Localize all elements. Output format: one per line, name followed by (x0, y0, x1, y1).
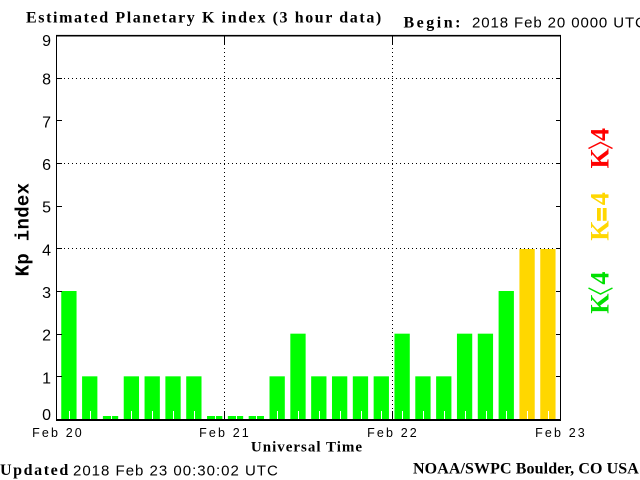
svg-text:K: K (586, 293, 615, 314)
svg-text:Begin:: Begin: (404, 15, 463, 32)
svg-text:Kp index: Kp index (13, 183, 35, 277)
svg-text:Updated: Updated (0, 462, 70, 479)
svg-text:Feb 22: Feb 22 (367, 426, 419, 440)
svg-text:K: K (586, 220, 615, 241)
svg-text:K: K (586, 148, 615, 169)
svg-text:4: 4 (586, 192, 615, 205)
svg-text:4: 4 (586, 272, 615, 285)
svg-text:4: 4 (586, 128, 615, 141)
svg-text:Estimated Planetary K index (3: Estimated Planetary K index (3 hour data… (26, 10, 383, 27)
svg-text:5: 5 (42, 200, 51, 217)
svg-text:6: 6 (42, 157, 51, 174)
svg-text:Feb 21: Feb 21 (199, 426, 251, 440)
svg-text:7: 7 (42, 114, 51, 131)
svg-text:2018 Feb 23 00:30:02 UTC: 2018 Feb 23 00:30:02 UTC (73, 463, 279, 480)
svg-text:3: 3 (42, 285, 51, 302)
svg-text:2018 Feb 20 0000 UTC: 2018 Feb 20 0000 UTC (472, 15, 640, 32)
svg-text:1: 1 (42, 370, 51, 387)
svg-text:4: 4 (42, 242, 51, 259)
svg-text:2: 2 (42, 328, 51, 345)
svg-text:0: 0 (42, 407, 51, 424)
svg-text:Feb 23: Feb 23 (535, 426, 587, 440)
svg-text:Universal Time: Universal Time (251, 440, 363, 456)
svg-text:8: 8 (42, 72, 51, 89)
svg-text:Feb 20: Feb 20 (32, 426, 84, 440)
svg-text:NOAA/SWPC Boulder, CO USA: NOAA/SWPC Boulder, CO USA (413, 461, 639, 478)
svg-text:9: 9 (42, 33, 51, 50)
